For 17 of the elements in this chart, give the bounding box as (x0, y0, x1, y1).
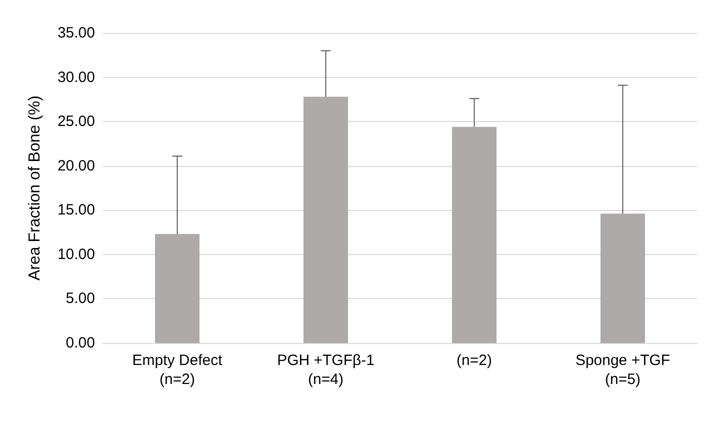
y-tick-label: 25.00 (57, 113, 95, 130)
y-tick-label: 20.00 (57, 157, 95, 174)
y-axis-title: Area Fraction of Bone (%) (26, 96, 44, 280)
x-tick-label: (n=2) (456, 352, 492, 369)
bar (154, 234, 200, 343)
x-tick-label: Sponge +TGF (n=5) (575, 352, 670, 388)
x-tick-label: PGH +TGFβ-1 (n=4) (277, 352, 374, 388)
bar (452, 126, 497, 343)
x-tick-label: Empty Defect (n=2) (132, 352, 224, 388)
y-tick-label: 35.00 (57, 24, 95, 42)
y-tick-label: 5.00 (66, 290, 95, 308)
y-tick-label: 0.00 (66, 334, 95, 352)
y-tick-label: 10.00 (57, 246, 95, 263)
bar (600, 214, 646, 343)
y-tick-label: 30.00 (57, 68, 95, 86)
bar (303, 96, 348, 343)
y-tick-label: 15.00 (57, 202, 95, 219)
